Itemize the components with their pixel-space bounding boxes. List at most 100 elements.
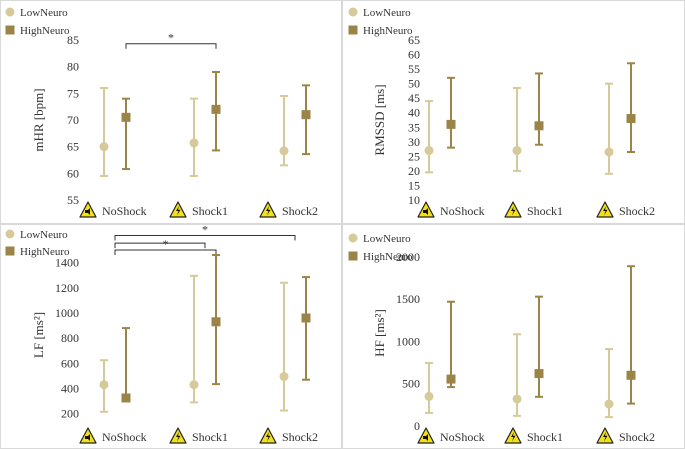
y-tick-label: 40 (408, 106, 420, 120)
x-category-label: Shock1 (192, 430, 228, 444)
legend-marker-low (348, 233, 358, 243)
x-category-label: NoShock (102, 430, 147, 444)
panel-frame (0, 224, 342, 449)
shock-warning-icon (417, 427, 435, 444)
shock-warning-icon (504, 427, 522, 444)
significance-star: * (163, 237, 169, 251)
data-point-low (604, 147, 614, 157)
lightning-glyph (176, 432, 181, 442)
speaker-glyph (85, 434, 90, 441)
y-tick-label: 60 (408, 48, 420, 62)
y-tick-label: 400 (61, 382, 79, 396)
data-point-low (189, 138, 199, 148)
legend-label: LowNeuro (363, 7, 411, 19)
data-point-high (626, 114, 636, 124)
legend-marker-high (348, 25, 358, 35)
legend-label: HighNeuro (363, 25, 413, 37)
legend-label: HighNeuro (363, 251, 413, 263)
data-point-low (279, 372, 289, 382)
significance-bracket (114, 249, 217, 255)
y-tick-label: 30 (408, 135, 420, 149)
y-tick-label: 35 (408, 120, 420, 134)
chart-panel-1: 55 60 65 70 75 80 85 mHR [bpm] LowNeuro HighNeuro… (0, 0, 342, 224)
shock-warning-icon (596, 427, 614, 444)
data-point-low (424, 391, 434, 401)
y-tick-label: 20 (408, 164, 420, 178)
y-tick-label: 70 (67, 113, 79, 127)
y-tick-label: 1200 (55, 281, 79, 295)
data-point-high (534, 121, 544, 131)
lightning-glyph (603, 206, 608, 216)
legend-label: LowNeuro (20, 7, 68, 19)
shock-warning-icon (417, 201, 435, 218)
x-category-label: NoShock (440, 204, 485, 218)
data-point-low (99, 142, 109, 152)
legend-label: HighNeuro (20, 25, 70, 37)
significance-bracket (125, 43, 217, 49)
y-tick-label: 55 (67, 193, 79, 207)
warning-triangle (417, 201, 435, 218)
legend-marker-low (348, 7, 358, 17)
y-tick-label: 1500 (396, 292, 420, 306)
data-point-high (626, 370, 636, 380)
significance-star: * (168, 31, 174, 45)
y-tick-label: 25 (408, 149, 420, 163)
x-category-label: Shock1 (192, 204, 228, 218)
significance-star: * (202, 223, 208, 237)
shock-warning-icon (259, 201, 277, 218)
y-tick-label: 50 (408, 77, 420, 91)
shock-warning-icon (79, 201, 97, 218)
legend-marker-high (348, 251, 358, 261)
shock-warning-icon (504, 201, 522, 218)
x-category-label: Shock1 (527, 430, 563, 444)
legend-marker-low (5, 229, 15, 239)
data-point-low (189, 380, 199, 390)
y-tick-label: 75 (67, 86, 79, 100)
lightning-glyph (266, 432, 271, 442)
data-point-high (301, 313, 311, 323)
warning-triangle (79, 201, 97, 218)
data-point-low (279, 146, 289, 156)
lightning-glyph (511, 432, 516, 442)
data-point-high (211, 104, 221, 114)
x-category-label: Shock2 (282, 204, 318, 218)
y-tick-label: 15 (408, 178, 420, 192)
data-point-high (534, 369, 544, 379)
y-tick-label: 55 (408, 62, 420, 76)
lightning-glyph (266, 206, 271, 216)
y-tick-label: 1400 (55, 256, 79, 270)
legend-marker-high (5, 25, 15, 35)
shock-warning-icon (169, 201, 187, 218)
y-tick-label: 1000 (396, 334, 420, 348)
y-tick-label: 45 (408, 91, 420, 105)
chart-panel-4: 0 500 1000 1500 2000 HF [ms²] LowNeuro HighNeur… (342, 224, 685, 449)
y-tick-label: 200 (61, 407, 79, 421)
shock-warning-icon (596, 201, 614, 218)
data-point-high (446, 374, 456, 384)
y-tick-label: 800 (61, 331, 79, 345)
significance-bracket (114, 235, 296, 241)
y-axis-label: RMSSD [ms] (372, 84, 387, 155)
y-tick-label: 65 (408, 33, 420, 47)
speaker-glyph (423, 208, 428, 215)
y-tick-label: 10 (408, 193, 420, 207)
y-axis-label: HF [ms²] (372, 309, 387, 357)
y-tick-label: 600 (61, 356, 79, 370)
data-point-low (424, 146, 434, 156)
legend-label: HighNeuro (20, 246, 70, 258)
y-tick-label: 2000 (396, 250, 420, 264)
lightning-glyph (511, 206, 516, 216)
warning-triangle (79, 427, 97, 444)
data-point-low (99, 380, 109, 390)
speaker-glyph (423, 434, 428, 441)
shock-warning-icon (259, 427, 277, 444)
x-category-label: NoShock (102, 204, 147, 218)
x-category-label: Shock1 (527, 204, 563, 218)
data-point-low (512, 394, 522, 404)
y-tick-label: 80 (67, 60, 79, 74)
y-tick-label: 65 (67, 140, 79, 154)
lightning-glyph (603, 432, 608, 442)
y-tick-label: 1000 (55, 306, 79, 320)
y-tick-label: 500 (402, 377, 420, 391)
